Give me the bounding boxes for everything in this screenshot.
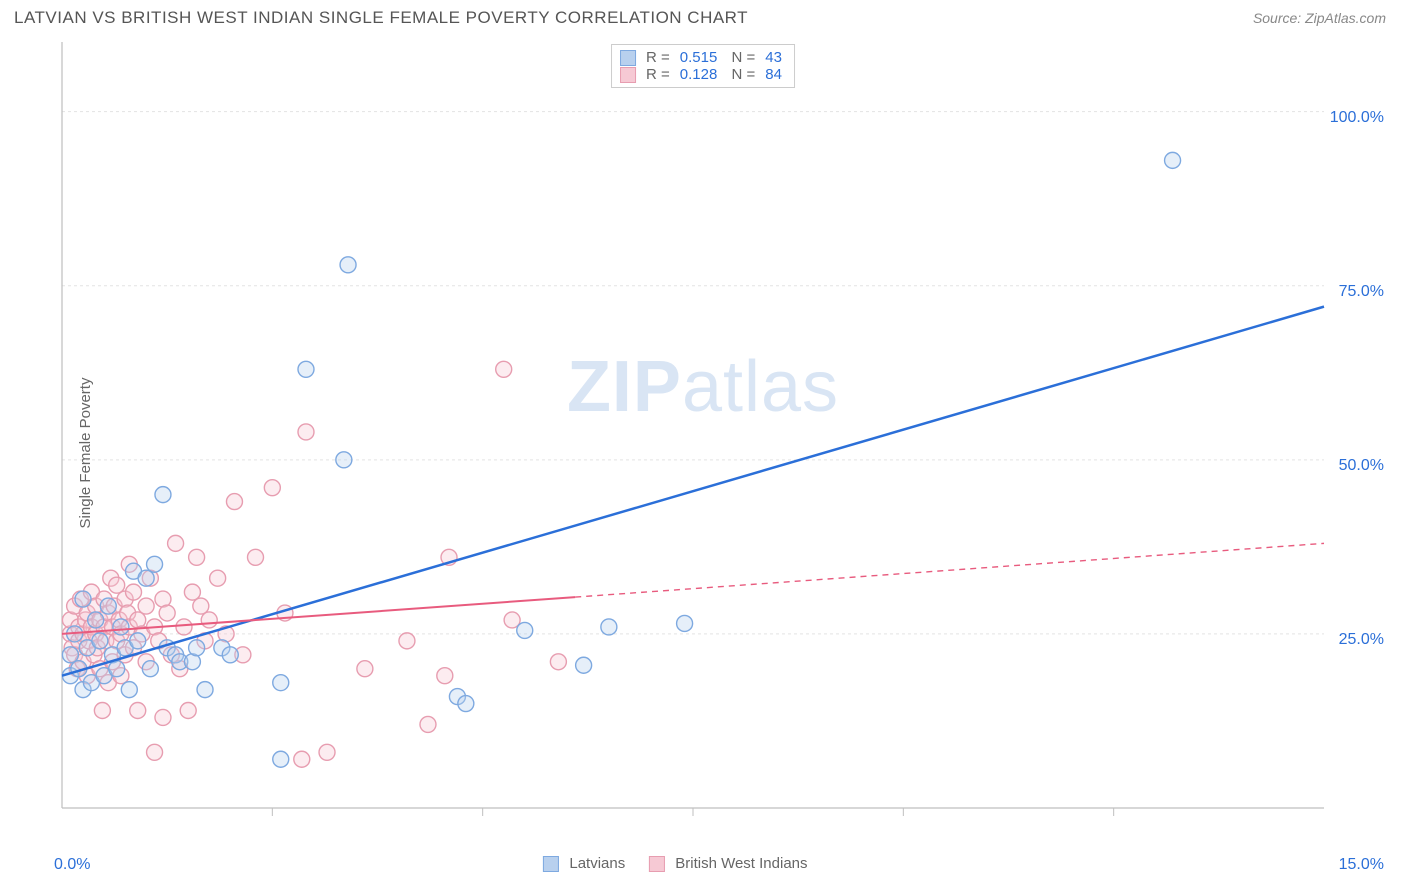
y-tick-label: 25.0% (1339, 631, 1384, 649)
legend-label-latvians: Latvians (569, 855, 625, 872)
y-tick-label: 100.0% (1330, 109, 1384, 127)
latvians-swatch-icon (543, 856, 559, 872)
legend-correlation-box: R = 0.515 N = 43 R = 0.128 N = 84 (611, 44, 795, 88)
bwi-n-value: 84 (765, 66, 782, 83)
latvians-swatch-icon (620, 50, 636, 66)
latvians-n-value: 43 (765, 49, 782, 66)
x-axis-max-label: 15.0% (1339, 856, 1384, 874)
x-axis-min-label: 0.0% (54, 856, 90, 874)
y-tick-label: 75.0% (1339, 283, 1384, 301)
source-attribution: Source: ZipAtlas.com (1253, 10, 1386, 26)
scatter-chart: ZIPatlas R = 0.515 N = 43 R = 0.128 N = … (14, 38, 1392, 868)
bwi-r-value: 0.128 (680, 66, 718, 83)
bwi-swatch-icon (620, 67, 636, 83)
y-tick-label: 50.0% (1339, 457, 1384, 475)
legend-label-bwi: British West Indians (675, 855, 807, 872)
latvians-r-value: 0.515 (680, 49, 718, 66)
legend-item-latvians: Latvians (543, 855, 625, 872)
legend-row-bwi: R = 0.128 N = 84 (620, 66, 786, 83)
chart-svg (14, 38, 1344, 828)
legend-row-latvians: R = 0.515 N = 43 (620, 49, 786, 66)
bwi-swatch-icon (649, 856, 665, 872)
y-axis-title: Single Female Poverty (77, 378, 94, 529)
legend-item-bwi: British West Indians (649, 855, 807, 872)
legend-series: Latvians British West Indians (543, 855, 807, 872)
chart-title: LATVIAN VS BRITISH WEST INDIAN SINGLE FE… (14, 8, 748, 28)
